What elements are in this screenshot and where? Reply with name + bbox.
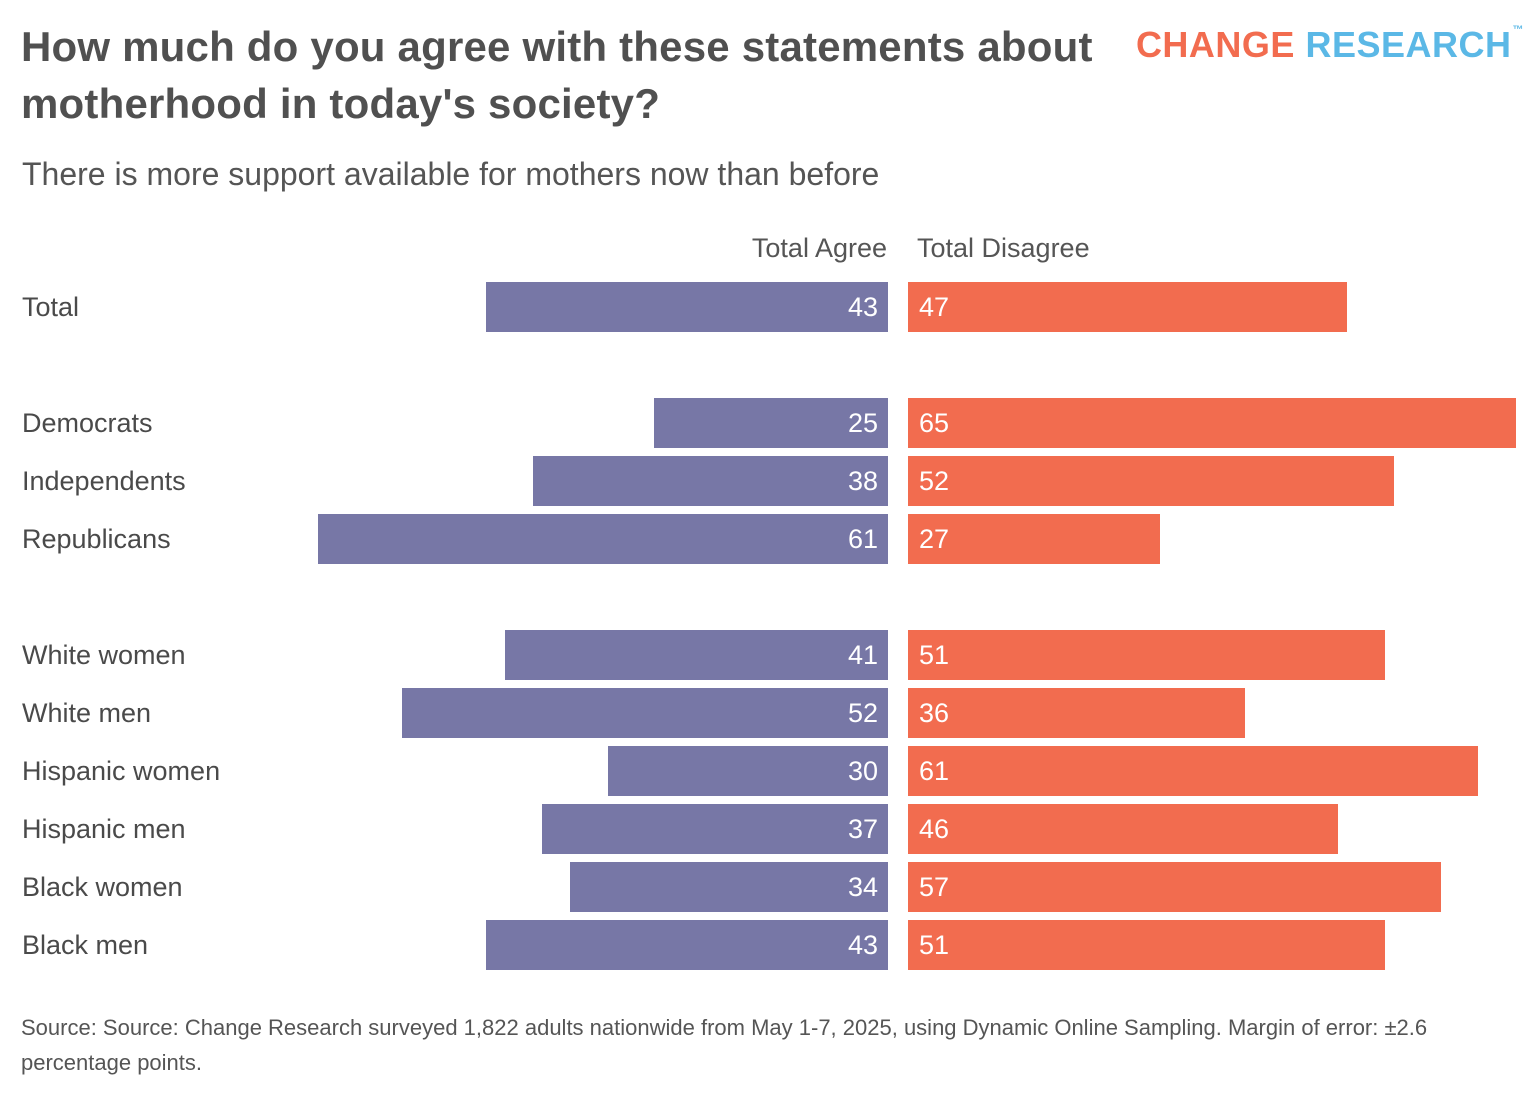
bar-disagree-republicans (908, 514, 1161, 564)
row-label-white-men: White men (22, 698, 152, 728)
bar-agree-total (485, 282, 888, 332)
value-agree-hispanic-women: 30 (847, 756, 878, 786)
row-label-hispanic-men: Hispanic men (22, 814, 186, 844)
bar-disagree-democrats (908, 398, 1516, 448)
value-agree-republicans: 61 (847, 524, 878, 554)
value-disagree-white-women: 51 (919, 640, 950, 670)
value-agree-democrats: 25 (847, 408, 878, 438)
value-agree-black-women: 34 (847, 872, 878, 902)
value-disagree-hispanic-men: 46 (919, 814, 950, 844)
bar-agree-black-men (485, 920, 888, 970)
row-label-total: Total (22, 292, 80, 322)
value-agree-total: 43 (847, 292, 878, 322)
bar-disagree-hispanic-women (908, 746, 1479, 796)
legend-disagree: Total Disagree (917, 233, 1090, 263)
value-disagree-democrats: 65 (919, 408, 950, 438)
bar-agree-white-women (504, 630, 888, 680)
bar-disagree-total (908, 282, 1348, 332)
row-label-independents: Independents (22, 466, 186, 496)
row-label-black-women: Black women (22, 872, 183, 902)
value-disagree-black-women: 57 (919, 872, 950, 902)
brand-trademark: ™ (1512, 24, 1524, 36)
bar-agree-white-men (401, 688, 888, 738)
value-disagree-black-men: 51 (919, 930, 950, 960)
chart-title: How much do you agree with these stateme… (21, 23, 1093, 127)
bar-agree-hispanic-men (542, 804, 888, 854)
legend-agree: Total Agree (751, 233, 887, 263)
source-note: Source: Source: Change Research surveyed… (21, 1015, 1428, 1075)
value-agree-black-men: 43 (847, 930, 878, 960)
brand-logo: CHANGE RESEARCH™ (1136, 24, 1524, 66)
value-disagree-white-men: 36 (919, 698, 950, 728)
row-label-democrats: Democrats (22, 408, 153, 438)
row-label-white-women: White women (22, 640, 186, 670)
bar-agree-independents (532, 456, 888, 506)
bar-disagree-black-women (908, 862, 1441, 912)
value-disagree-hispanic-women: 61 (919, 756, 950, 786)
value-agree-hispanic-men: 37 (847, 814, 878, 844)
chart-subtitle: There is more support available for moth… (22, 156, 880, 192)
bar-disagree-black-men (908, 920, 1385, 970)
bar-disagree-independents (908, 456, 1395, 506)
bar-agree-hispanic-women (607, 746, 888, 796)
value-disagree-total: 47 (919, 292, 950, 322)
value-disagree-independents: 52 (919, 466, 950, 496)
bar-disagree-hispanic-men (908, 804, 1339, 854)
brand-logo-part1: CHANGE (1135, 24, 1295, 65)
row-label-hispanic-women: Hispanic women (22, 756, 221, 786)
value-agree-independents: 38 (847, 466, 878, 496)
bar-disagree-white-men (908, 688, 1245, 738)
bar-disagree-white-women (908, 630, 1385, 680)
value-agree-white-women: 41 (847, 640, 878, 670)
value-agree-white-men: 52 (847, 698, 878, 728)
bar-agree-black-women (570, 862, 888, 912)
brand-logo-part2: RESEARCH (1305, 24, 1512, 65)
row-label-republicans: Republicans (22, 524, 171, 554)
bar-agree-republicans (317, 514, 888, 564)
row-label-black-men: Black men (22, 930, 149, 960)
value-disagree-republicans: 27 (919, 524, 950, 554)
bar-agree-democrats (654, 398, 888, 448)
